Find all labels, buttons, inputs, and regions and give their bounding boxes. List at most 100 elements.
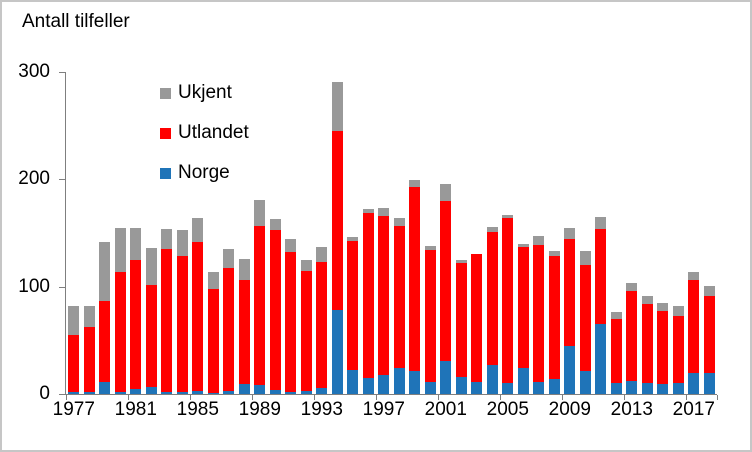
y-axis-label-300: 300 (18, 61, 50, 82)
segment-norge-1989 (254, 385, 266, 394)
y-axis-tick-200 (59, 179, 65, 181)
segment-norge-1982 (145, 386, 157, 394)
segment-norge-1979 (99, 382, 111, 394)
segment-utlandet-2018 (703, 296, 715, 373)
segment-ukjent-1978 (83, 306, 95, 328)
y-axis-tick-100 (59, 286, 65, 288)
chart-title: Antall tilfeller (22, 11, 130, 32)
bar-2006 (517, 243, 529, 394)
segment-ukjent-1987 (223, 249, 235, 269)
bar-1998 (393, 218, 405, 394)
segment-norge-2000 (424, 382, 436, 394)
bar-2011 (595, 216, 607, 394)
segment-ukjent-2001 (440, 183, 452, 201)
segment-ukjent-1998 (393, 218, 405, 226)
utlandet-swatch-icon (160, 127, 171, 139)
segment-utlandet-2002 (455, 263, 467, 377)
bar-1988 (238, 258, 250, 394)
bar-1994 (331, 81, 343, 394)
bar-1982 (145, 248, 157, 394)
bar-1991 (285, 239, 297, 394)
segment-norge-2008 (548, 378, 560, 394)
segment-ukjent-1999 (409, 180, 421, 187)
segment-ukjent-2009 (564, 227, 576, 240)
bar-1999 (409, 180, 421, 394)
segment-utlandet-2006 (517, 246, 529, 369)
legend-label: Ukjent (178, 82, 232, 103)
segment-ukjent-1982 (145, 248, 157, 285)
segment-utlandet-2007 (533, 244, 545, 383)
x-axis-tick-1977 (66, 395, 67, 400)
segment-utlandet-1982 (145, 284, 157, 387)
segment-utlandet-2009 (564, 239, 576, 346)
legend-item-norge: Norge (160, 162, 249, 184)
segment-utlandet-2000 (424, 250, 436, 383)
segment-ukjent-1988 (238, 258, 250, 281)
segment-ukjent-2005 (502, 214, 514, 218)
segment-norge-2012 (610, 383, 622, 394)
x-axis-tick-2013 (624, 395, 625, 400)
segment-norge-2006 (517, 368, 529, 394)
segment-ukjent-2007 (533, 236, 545, 245)
segment-utlandet-2011 (595, 228, 607, 325)
x-axis-tick-1997 (376, 395, 377, 400)
segment-utlandet-1977 (68, 334, 80, 392)
segment-norge-2016 (672, 383, 684, 394)
segment-norge-1978 (83, 391, 95, 394)
bar-1992 (300, 259, 312, 394)
segment-norge-1987 (223, 390, 235, 394)
segment-ukjent-1993 (316, 246, 328, 262)
segment-utlandet-2001 (440, 200, 452, 361)
segment-ukjent-2014 (641, 296, 653, 304)
segment-ukjent-2016 (672, 306, 684, 316)
segment-utlandet-1997 (378, 215, 390, 375)
x-axis-end-tick (717, 395, 718, 400)
segment-ukjent-2004 (486, 226, 498, 232)
segment-utlandet-2012 (610, 318, 622, 384)
bar-1979 (99, 241, 111, 394)
y-axis-tick-0 (59, 394, 65, 395)
bar-2014 (641, 296, 653, 394)
y-axis-label-100: 100 (18, 275, 50, 297)
segment-utlandet-1986 (207, 288, 219, 393)
segment-utlandet-1983 (161, 249, 173, 392)
x-axis-tick-2001 (438, 395, 439, 400)
segment-ukjent-2013 (626, 283, 638, 291)
x-axis-label-1989: 1989 (238, 399, 281, 420)
segment-utlandet-1988 (238, 280, 250, 385)
x-axis-label-1997: 1997 (362, 399, 405, 420)
bar-1978 (83, 306, 95, 394)
bar-2002 (455, 259, 467, 394)
bar-2007 (533, 236, 545, 394)
x-axis-label-1993: 1993 (300, 399, 343, 420)
bar-1989 (254, 199, 266, 394)
legend-item-utlandet: Utlandet (160, 122, 249, 144)
segment-utlandet-2016 (672, 315, 684, 384)
segment-ukjent-2000 (424, 245, 436, 251)
x-axis-label-1985: 1985 (176, 399, 219, 420)
segment-norge-1991 (285, 391, 297, 394)
segment-utlandet-1993 (316, 261, 328, 388)
x-axis-label-1981: 1981 (114, 399, 157, 420)
segment-norge-1998 (393, 368, 405, 394)
legend-label: Utlandet (178, 122, 249, 143)
x-axis-label-2001: 2001 (424, 399, 467, 420)
segment-norge-2010 (579, 371, 591, 394)
segment-utlandet-1979 (99, 300, 111, 383)
bar-2004 (486, 226, 498, 394)
bar-2008 (548, 251, 560, 394)
segment-norge-1999 (409, 371, 421, 394)
bar-2003 (471, 254, 483, 394)
segment-norge-2015 (657, 384, 669, 394)
y-axis-tick-300 (59, 72, 65, 73)
x-axis-tick-2009 (562, 395, 563, 400)
segment-utlandet-1990 (269, 229, 281, 390)
segment-ukjent-2002 (455, 259, 467, 264)
segment-ukjent-1997 (378, 208, 390, 216)
segment-ukjent-1985 (192, 217, 204, 242)
x-axis-label-1977: 1977 (52, 399, 95, 420)
x-axis-tick-1985 (190, 395, 191, 400)
segment-utlandet-1996 (362, 212, 374, 378)
bar-2013 (626, 283, 638, 394)
